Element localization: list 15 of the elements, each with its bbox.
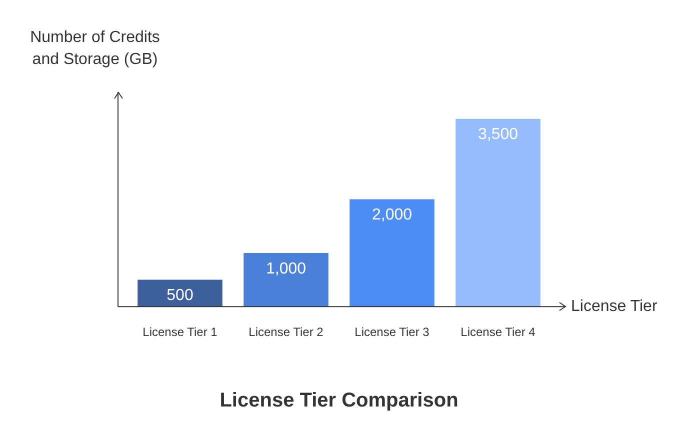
data-label: 500 — [166, 287, 194, 304]
y-axis-title: Number of Credits and Storage (GB) — [30, 29, 160, 68]
bar — [350, 199, 434, 307]
data-label: 3,500 — [478, 126, 518, 144]
bar — [456, 118, 540, 307]
bar — [138, 280, 222, 307]
x-tick-label: License Tier 1 — [142, 325, 218, 340]
bar — [244, 252, 328, 307]
text: License Tier Comparison — [220, 390, 458, 412]
x-axis-title: License Tier — [571, 298, 658, 316]
data-label: 1,000 — [266, 260, 306, 278]
data-label: 2,000 — [372, 206, 412, 224]
x-tick-label: License Tier 3 — [354, 325, 430, 340]
x-tick-label: License Tier 4 — [460, 325, 536, 340]
x-tick-label: License Tier 2 — [248, 325, 324, 340]
